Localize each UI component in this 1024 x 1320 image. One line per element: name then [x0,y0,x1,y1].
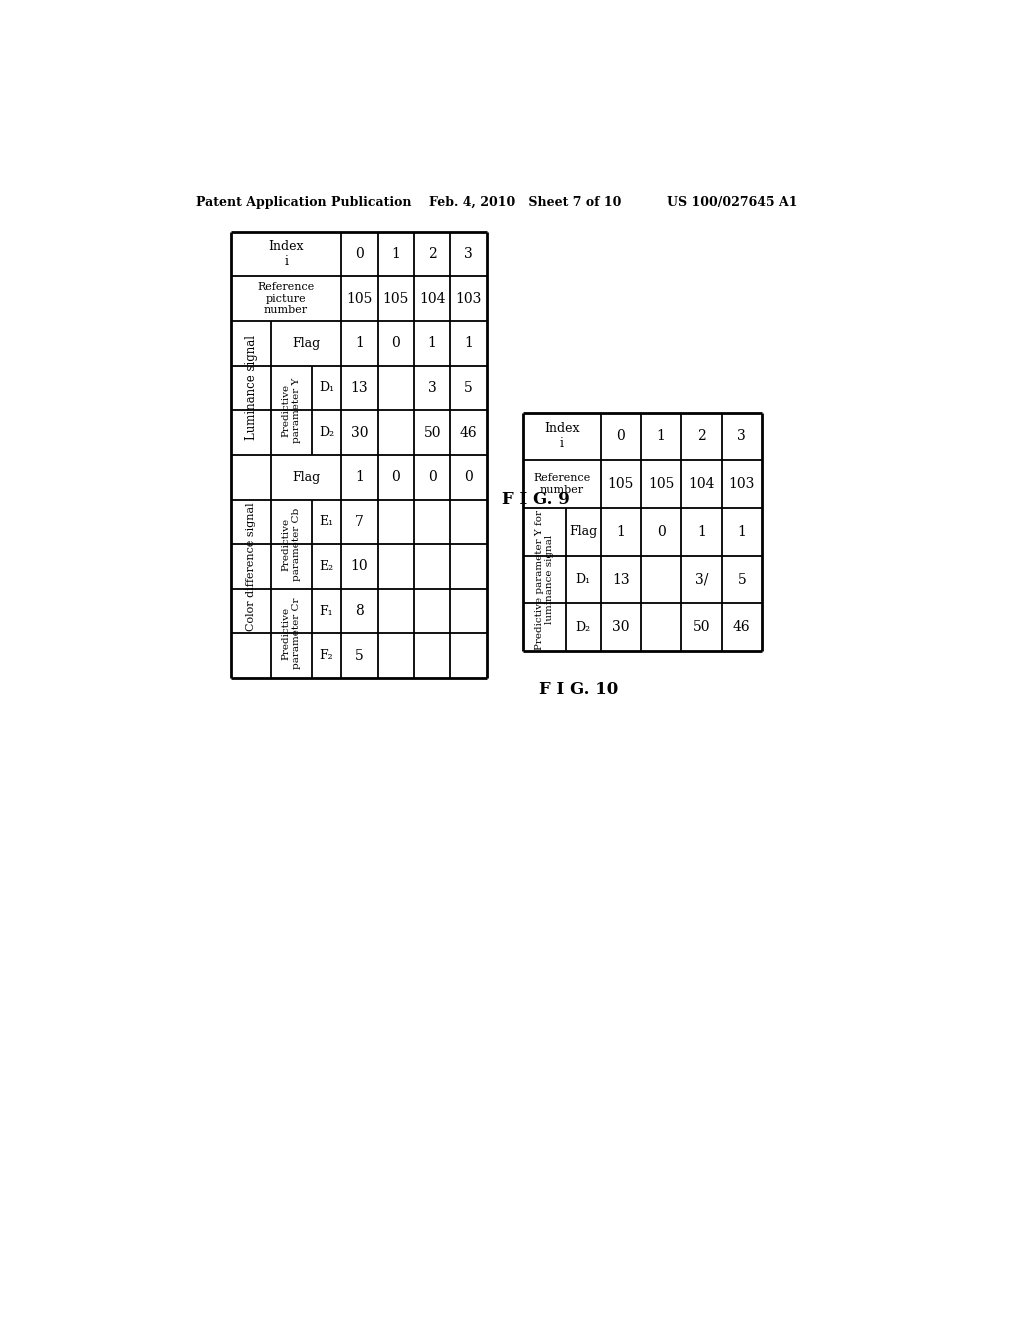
Text: Predictive parameter Y for
luminance signal: Predictive parameter Y for luminance sig… [535,510,554,649]
Text: 105: 105 [383,292,409,305]
Text: Reference
picture
number: Reference picture number [257,282,314,315]
Text: D₂: D₂ [318,426,334,440]
Text: D₁: D₁ [318,381,334,395]
Text: 0: 0 [355,247,364,261]
Text: 1: 1 [355,337,364,350]
Text: 13: 13 [350,381,369,395]
Text: 1: 1 [697,525,706,539]
Text: 8: 8 [355,605,364,618]
Text: 1: 1 [428,337,436,350]
Text: 105: 105 [607,477,634,491]
Text: 103: 103 [729,477,755,491]
Text: Index
i: Index i [268,240,304,268]
Text: Predictive
parameter Y: Predictive parameter Y [282,378,301,444]
Text: E₂: E₂ [319,560,334,573]
Text: 3: 3 [428,381,436,395]
Text: 1: 1 [616,525,626,539]
Text: 1: 1 [656,429,666,444]
Text: 7: 7 [355,515,364,529]
Text: 3: 3 [737,429,746,444]
Text: Predictive
parameter Cb: Predictive parameter Cb [282,508,301,581]
Text: 105: 105 [346,292,373,305]
Text: 3/: 3/ [695,573,709,586]
Text: F₂: F₂ [319,649,333,663]
Text: 2: 2 [697,429,706,444]
Text: Index
i: Index i [544,422,580,450]
Text: 46: 46 [460,425,477,440]
Text: 46: 46 [733,620,751,635]
Text: Flag: Flag [292,471,321,483]
Text: 50: 50 [424,425,441,440]
Text: D₂: D₂ [575,620,591,634]
Text: 0: 0 [391,337,400,350]
Text: 104: 104 [419,292,445,305]
Text: Color difference signal: Color difference signal [246,502,256,631]
Text: Reference
number: Reference number [534,474,591,495]
Text: Patent Application Publication: Patent Application Publication [197,195,412,209]
Text: E₁: E₁ [319,515,334,528]
Text: F I G. 9: F I G. 9 [503,491,570,508]
Text: US 100/027645 A1: US 100/027645 A1 [667,195,797,209]
Text: Flag: Flag [569,525,597,539]
Text: 1: 1 [464,337,473,350]
Text: 2: 2 [428,247,436,261]
Text: 1: 1 [737,525,746,539]
Text: 105: 105 [648,477,675,491]
Text: 1: 1 [391,247,400,261]
Text: Predictive
parameter Cr: Predictive parameter Cr [282,598,301,669]
Text: F I G. 10: F I G. 10 [539,681,618,698]
Text: 0: 0 [656,525,666,539]
Text: 1: 1 [355,470,364,484]
Text: 104: 104 [688,477,715,491]
Text: Feb. 4, 2010   Sheet 7 of 10: Feb. 4, 2010 Sheet 7 of 10 [429,195,622,209]
Text: 0: 0 [428,470,436,484]
Text: 3: 3 [464,247,473,261]
Text: 0: 0 [464,470,473,484]
Text: D₁: D₁ [575,573,591,586]
Text: 5: 5 [737,573,746,586]
Text: 103: 103 [456,292,482,305]
Text: 0: 0 [391,470,400,484]
Text: 13: 13 [612,573,630,586]
Text: 30: 30 [350,425,368,440]
Text: 50: 50 [693,620,711,635]
Text: 5: 5 [355,649,364,663]
Text: 5: 5 [464,381,473,395]
Text: Flag: Flag [292,337,321,350]
Text: F₁: F₁ [319,605,333,618]
Text: Luminance signal: Luminance signal [245,335,258,441]
Text: 0: 0 [616,429,626,444]
Text: 30: 30 [612,620,630,635]
Text: 10: 10 [350,560,369,573]
